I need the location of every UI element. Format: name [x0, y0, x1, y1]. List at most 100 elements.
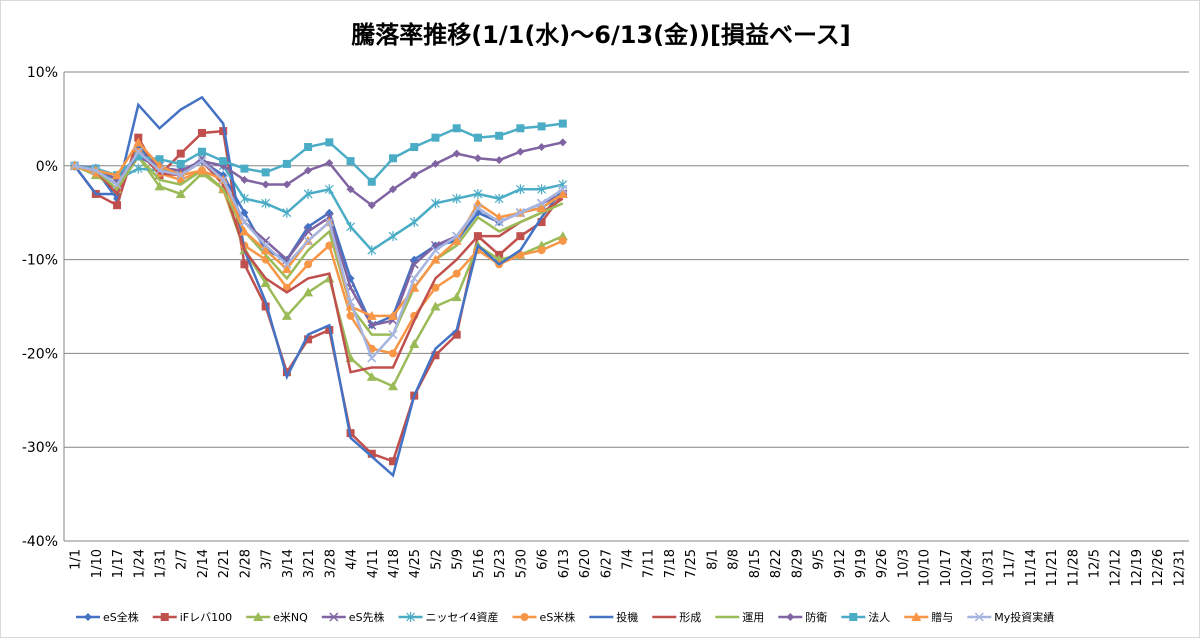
data-point — [452, 330, 461, 339]
data-point — [452, 124, 461, 133]
y-axis: 10% 0% -10% -20% -30% -40% — [22, 65, 65, 550]
x-tick-label: 10/3 — [896, 549, 911, 578]
legend-label: eS全株 — [103, 610, 139, 624]
data-point — [260, 245, 271, 255]
legend-label: eS米株 — [540, 610, 576, 624]
x-tick-label: 5/2 — [429, 549, 444, 570]
data-point — [409, 339, 420, 349]
series-line — [73, 129, 564, 463]
series-eS米株 — [70, 147, 567, 358]
y-tick-label: -10% — [22, 253, 58, 269]
data-point — [346, 185, 355, 194]
x-tick-label: 7/25 — [684, 549, 699, 578]
data-point — [281, 263, 292, 273]
legend-label: ニッセイ4資産 — [426, 611, 499, 624]
data-point — [176, 149, 185, 158]
x-tick-label: 5/30 — [514, 549, 529, 578]
x-tick-label: 5/23 — [493, 549, 508, 578]
x-tick-label: 9/12 — [833, 549, 848, 578]
legend-label: eS先株 — [349, 610, 385, 624]
data-point — [112, 170, 123, 180]
data-point — [261, 168, 270, 177]
data-point — [473, 133, 482, 142]
data-point — [176, 159, 185, 168]
x-tick-label: 9/19 — [854, 549, 869, 578]
legend: eS全株 iFレバ100 e米NQ eS先株 ニッセイ4資産 eS米株 投機 形成 運用 防衛 法人… — [76, 610, 1054, 624]
series-形成 — [74, 149, 564, 374]
data-point — [537, 122, 546, 131]
data-point — [197, 147, 206, 156]
x-tick-label: 10/24 — [960, 549, 975, 586]
x-tick-label: 11/14 — [1024, 549, 1039, 586]
x-tick-label: 4/4 — [345, 549, 360, 570]
data-point — [91, 165, 101, 176]
data-point — [112, 180, 122, 190]
data-point — [389, 457, 398, 466]
data-point — [367, 177, 376, 186]
data-point — [558, 119, 567, 128]
x-tick-label: 5/16 — [472, 549, 487, 578]
data-point — [515, 184, 525, 195]
x-tick-label: 8/8 — [727, 549, 742, 570]
series-line — [74, 149, 564, 327]
legend-label: 形成 — [679, 611, 701, 624]
data-point — [389, 154, 398, 163]
x-tick-label: 10/31 — [981, 549, 996, 586]
x-tick-label: 12/26 — [1151, 549, 1166, 586]
series-group — [69, 95, 568, 478]
data-point — [389, 349, 398, 358]
data-point — [325, 138, 334, 147]
data-point — [911, 612, 922, 621]
data-point — [282, 259, 292, 269]
data-point — [261, 198, 271, 209]
x-tick-label: 7/11 — [642, 549, 657, 578]
legend-label: 防衛 — [805, 610, 827, 624]
data-point — [329, 612, 339, 622]
data-point — [409, 217, 419, 228]
data-point — [346, 297, 356, 307]
gridlines — [64, 71, 1189, 542]
data-point — [281, 310, 292, 320]
data-point — [431, 283, 440, 292]
y-tick-label: 0% — [36, 159, 58, 175]
legend-item: ニッセイ4資産 — [398, 611, 499, 624]
x-tick-label: 6/27 — [599, 549, 614, 578]
data-point — [240, 175, 249, 184]
y-tick-label: -20% — [22, 346, 58, 362]
series-line — [74, 154, 564, 336]
x-tick-label: 11/7 — [1003, 549, 1018, 578]
data-point — [282, 159, 291, 168]
data-point — [304, 335, 313, 344]
x-tick-label: 3/28 — [323, 549, 338, 578]
data-point — [974, 612, 984, 622]
data-point — [388, 381, 399, 391]
data-point — [324, 217, 334, 227]
legend-item: My投資実績 — [967, 610, 1054, 624]
data-point — [70, 161, 80, 171]
data-point — [133, 147, 143, 157]
x-tick-label: 10/17 — [939, 549, 954, 586]
x-tick-label: 1/10 — [90, 549, 105, 578]
x-tick-label: 12/5 — [1087, 549, 1102, 578]
x-tick-label: 8/15 — [748, 549, 763, 578]
data-point — [113, 201, 122, 210]
data-point — [261, 302, 270, 311]
data-point — [367, 449, 376, 458]
y-tick-label: -40% — [22, 534, 58, 550]
legend-item: 贈与 — [904, 610, 953, 624]
x-tick-label: 9/5 — [812, 549, 827, 570]
x-tick-label: 12/12 — [1109, 549, 1124, 586]
data-point — [303, 226, 313, 236]
data-point — [388, 310, 399, 320]
data-point — [451, 292, 462, 302]
data-point — [134, 152, 143, 161]
x-tick-label: 11/21 — [1045, 549, 1060, 586]
x-tick-label: 7/18 — [663, 549, 678, 578]
data-point — [324, 184, 334, 195]
data-point — [366, 310, 377, 320]
x-tick-label: 1/31 — [154, 549, 169, 578]
x-tick-label: 5/9 — [451, 549, 466, 570]
data-point — [346, 311, 355, 320]
data-point — [515, 208, 525, 218]
